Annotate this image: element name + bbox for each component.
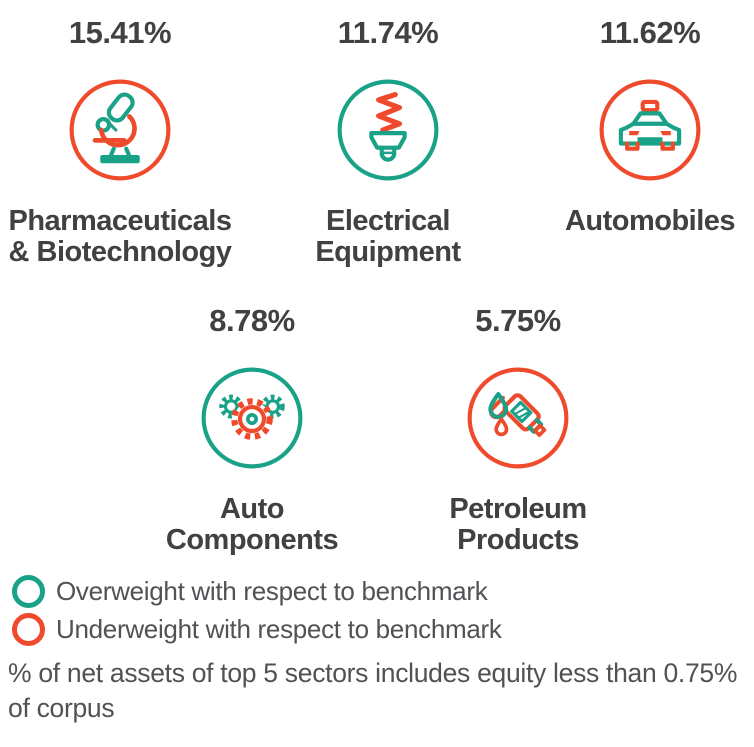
sector-percentage: 5.75% <box>475 303 561 338</box>
sector-card-automobiles: 11.62% Automobiles <box>505 14 754 237</box>
sector-label: Pharmaceuticals & Biotechnology <box>8 205 232 268</box>
overweight-ring-icon <box>12 575 45 608</box>
sector-label: Petroleum Products <box>449 493 587 556</box>
sector-card-auto-components: 8.78% Auto Components <box>107 302 397 556</box>
sector-label: Electrical Equipment <box>315 205 461 268</box>
legend-label-underweight: Underweight with respect to benchmark <box>56 614 502 644</box>
fuel-pump-icon <box>373 366 663 470</box>
sector-label: Automobiles <box>564 205 736 237</box>
underweight-ring-icon <box>12 613 45 646</box>
sector-card-pharmaceuticals: 15.41% <box>0 14 265 268</box>
sector-percentage: 15.41% <box>68 15 172 50</box>
microscope-icon <box>0 78 265 182</box>
footnote: % of net assets of top 5 sectors include… <box>8 658 738 723</box>
car-icon <box>505 78 754 182</box>
sector-percentage: 11.62% <box>599 15 701 50</box>
sector-card-electrical-equipment: 11.74% Electrical Equipment <box>243 14 533 268</box>
legend-row-underweight: Underweight with respect to benchmark <box>12 613 502 646</box>
sector-label: Auto Components <box>165 493 339 556</box>
sector-percentage: 11.74% <box>337 15 439 50</box>
sector-percentage: 8.78% <box>209 303 295 338</box>
legend: Overweight with respect to benchmark Und… <box>12 575 502 646</box>
legend-row-overweight: Overweight with respect to benchmark <box>12 575 502 608</box>
gears-icon <box>107 366 397 470</box>
sector-card-petroleum-products: 5.75% Petroleum <box>373 302 663 556</box>
legend-label-overweight: Overweight with respect to benchmark <box>56 576 488 606</box>
cfl-bulb-icon <box>243 78 533 182</box>
